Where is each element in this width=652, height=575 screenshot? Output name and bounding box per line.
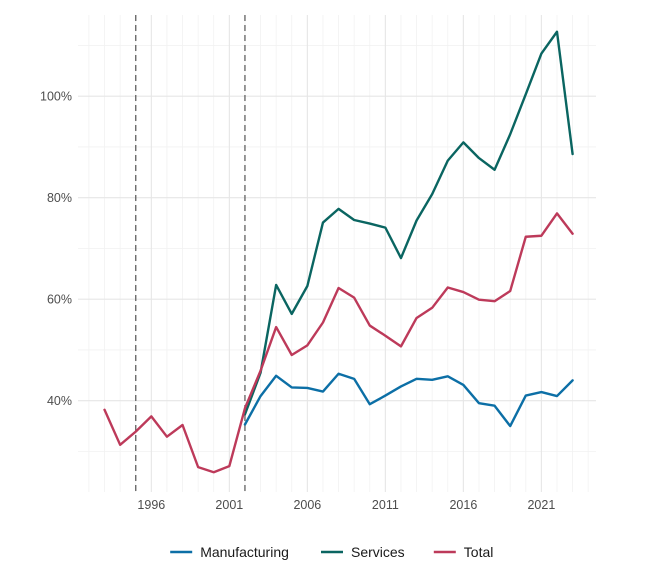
series-lines: [103, 30, 574, 474]
major-gridlines: [78, 15, 596, 492]
x-axis-tick-labels: 1996 2001 2006 2011 2016 2021: [137, 498, 555, 512]
minor-gridlines: [78, 15, 596, 492]
x-tick-label: 2021: [527, 498, 555, 512]
y-tick-label: 40%: [47, 394, 72, 408]
series-line-manufacturing: [243, 372, 574, 428]
legend-label-services: Services: [351, 544, 405, 560]
legend: Manufacturing Services Total: [170, 544, 493, 560]
y-tick-label: 100%: [40, 90, 72, 104]
series-line-services: [243, 30, 574, 416]
y-tick-label: 80%: [47, 191, 72, 205]
y-tick-label: 60%: [47, 293, 72, 307]
legend-item-total: Total: [433, 544, 494, 560]
reference-lines: [135, 15, 246, 492]
x-tick-label: 2006: [293, 498, 321, 512]
series-line-total: [103, 212, 574, 474]
y-axis-tick-labels: 40% 60% 80% 100%: [40, 90, 72, 408]
legend-label-total: Total: [464, 544, 494, 560]
x-tick-label: 1996: [137, 498, 165, 512]
x-tick-label: 2016: [449, 498, 477, 512]
legend-item-manufacturing: Manufacturing: [170, 544, 289, 560]
x-tick-label: 2001: [215, 498, 243, 512]
legend-item-services: Services: [321, 544, 405, 560]
x-tick-label: 2011: [372, 498, 399, 512]
legend-label-manufacturing: Manufacturing: [200, 544, 289, 560]
